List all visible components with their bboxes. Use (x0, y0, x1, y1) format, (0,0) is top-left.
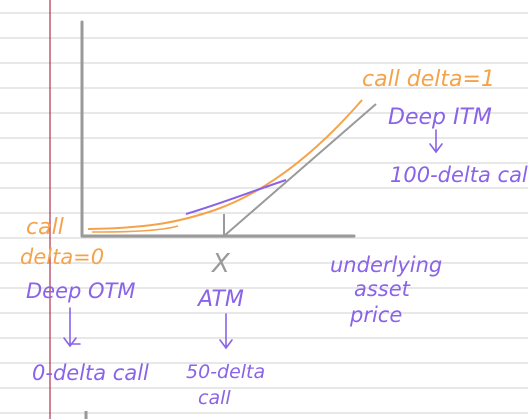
delta-tangent-line (185, 179, 287, 215)
call-price-curve-lower (91, 225, 179, 233)
label-deep-itm: Deep ITM (388, 105, 492, 130)
label-strike-x: X (210, 249, 231, 279)
arrow-atm (219, 313, 233, 350)
label-call-delta-1: call delta=1 (362, 67, 495, 92)
ruled-lines (0, 12, 528, 414)
label-underlying: underlying (330, 253, 442, 277)
label-50-delta: 50-delta (186, 361, 265, 383)
label-price: price (349, 303, 402, 327)
arrow-deep-otm (63, 307, 81, 348)
call-price-curve (87, 99, 363, 230)
label-100-delta-call: 100-delta call (390, 163, 528, 187)
label-atm: ATM (196, 287, 244, 312)
label-50-delta-call: call (198, 387, 231, 409)
label-delta-0: delta=0 (20, 245, 104, 269)
payoff-line (223, 103, 377, 237)
label-call: call (26, 215, 64, 240)
label-deep-otm: Deep OTM (26, 279, 136, 303)
arrow-deep-itm (429, 129, 443, 154)
label-asset: asset (354, 277, 411, 301)
label-0-delta-call: 0-delta call (32, 361, 149, 385)
